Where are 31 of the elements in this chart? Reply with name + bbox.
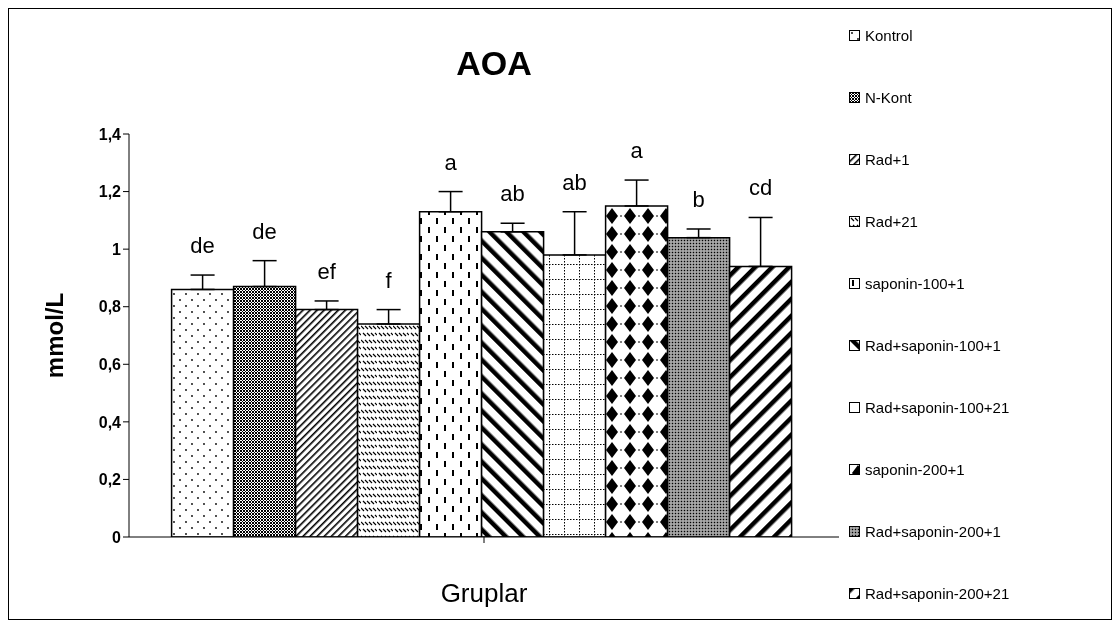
y-tick-label: 0,6 — [98, 355, 122, 373]
y-tick-label: 0,2 — [98, 471, 122, 489]
y-tick-label: 1,4 — [98, 125, 122, 143]
annotation: cd — [748, 175, 773, 201]
legend-label: saponin-200+1 — [865, 461, 965, 478]
legend-label: Rad+21 — [865, 213, 918, 230]
legend-label: saponin-100+1 — [865, 275, 965, 292]
annotation: a — [630, 138, 644, 164]
annotation: a — [444, 149, 458, 175]
legend-label: N-Kont — [865, 89, 912, 106]
annotation: ef — [317, 258, 337, 284]
annotation: b — [692, 186, 705, 212]
legend-label: Kontrol — [865, 27, 913, 44]
annotation: f — [385, 267, 393, 293]
annotation: de — [190, 233, 215, 259]
annotation: ab — [562, 169, 587, 195]
annotation: de — [252, 218, 277, 244]
y-tick-label: 1,2 — [98, 183, 122, 201]
legend-label: Rad+saponin-100+1 — [865, 337, 1001, 354]
y-tick-label: 1 — [112, 240, 122, 258]
y-tick-label: 0,4 — [98, 413, 122, 431]
y-tick-label: 0,8 — [98, 298, 122, 316]
y-axis-title: mmol/L — [40, 292, 68, 379]
y-tick-label: 0 — [112, 528, 122, 546]
legend-label: Rad+1 — [865, 151, 910, 168]
legend-label: Rad+saponin-200+1 — [865, 523, 1001, 540]
legend-label: Rad+saponin-100+21 — [865, 399, 1010, 416]
annotation: ab — [500, 181, 525, 207]
chart-title: AOA — [455, 44, 533, 83]
x-axis-title: Gruplar — [440, 578, 528, 608]
legend-label: Rad+saponin-200+21 — [865, 585, 1010, 602]
